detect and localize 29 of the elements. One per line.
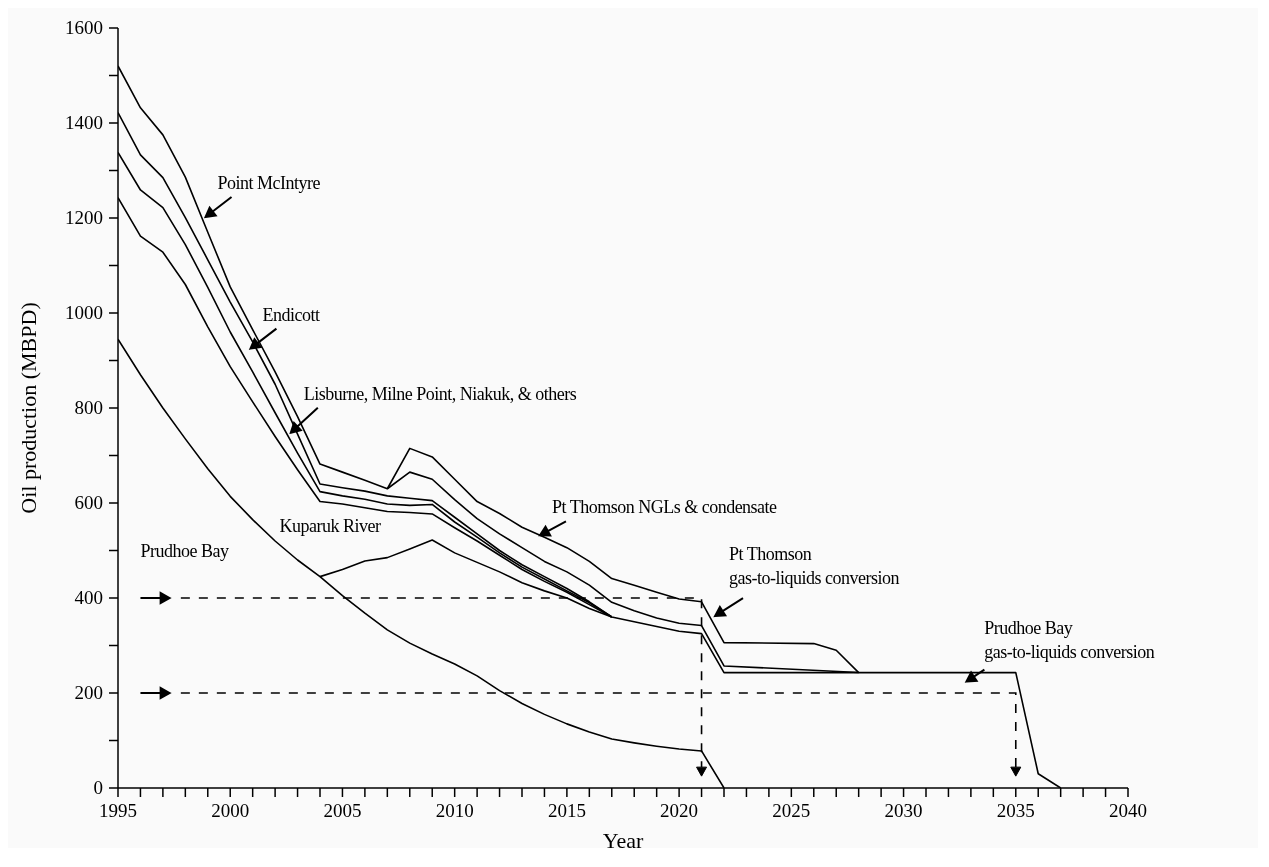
x-tick-label: 2025 xyxy=(772,800,811,821)
x-tick-label: 1995 xyxy=(99,800,137,821)
y-tick-label: 1600 xyxy=(65,17,103,38)
annotation: Prudhoe Bay gas-to-liquids conversion xyxy=(984,617,1155,662)
y-tick-label: 400 xyxy=(74,587,103,608)
y-tick-label: 0 xyxy=(93,777,103,798)
y-tick-label: 800 xyxy=(74,397,103,418)
annotation: Pt Thomson NGLs & condensate xyxy=(551,497,778,518)
x-tick-label: 2040 xyxy=(1109,800,1147,821)
annotation: Kuparuk River xyxy=(279,515,382,536)
annotation: Pt Thomson gas-to-liquids conversion xyxy=(729,544,900,589)
y-tick-label: 600 xyxy=(74,492,103,513)
y-tick-label: 1400 xyxy=(65,112,103,133)
x-tick-label: 2005 xyxy=(323,800,362,821)
y-axis-title: Oil production (MBPD) xyxy=(15,302,41,514)
y-tick-label: 1000 xyxy=(65,302,103,323)
x-tick-label: 2000 xyxy=(211,800,250,821)
x-tick-label: 2035 xyxy=(996,800,1035,821)
annotation: Point McIntyre xyxy=(217,173,321,194)
x-tick-label: 2030 xyxy=(884,800,923,821)
annotation: Prudhoe Bay xyxy=(140,541,229,562)
x-tick-label: 2015 xyxy=(547,800,586,821)
x-tick-label: 2020 xyxy=(660,800,699,821)
annotation: Endicott xyxy=(262,304,320,325)
y-tick-label: 1200 xyxy=(65,207,103,228)
x-tick-label: 2010 xyxy=(435,800,474,821)
x-axis-title: Year xyxy=(602,828,644,853)
annotation: Lisburne, Milne Point, Niakuk, & others xyxy=(303,383,577,404)
y-tick-label: 200 xyxy=(74,682,103,703)
